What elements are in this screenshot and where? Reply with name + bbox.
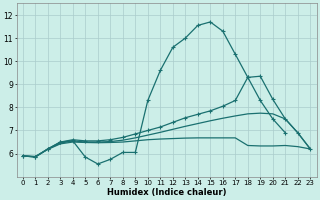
X-axis label: Humidex (Indice chaleur): Humidex (Indice chaleur) bbox=[107, 188, 226, 197]
